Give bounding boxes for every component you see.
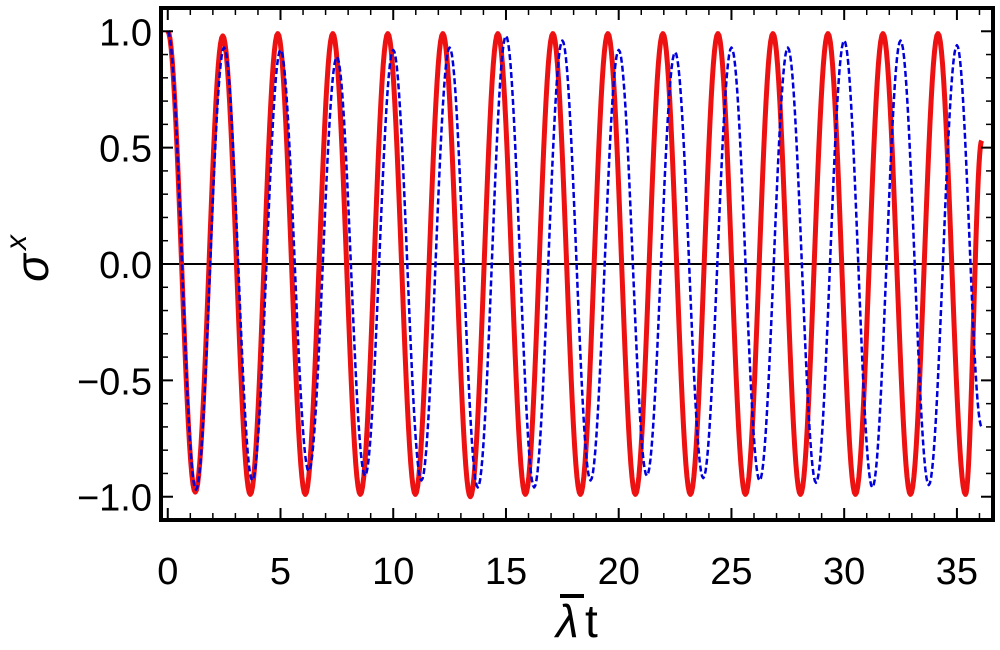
y-tick-label: 0.5 [99, 129, 152, 171]
x-axis-label-symbol: λ [553, 595, 579, 647]
x-tick-label: 10 [372, 551, 414, 593]
tick-label-layer: 0 5 10 15 20 25 30 35 −1.0 −0.5 0.0 0.5 1.0 [77, 12, 978, 593]
x-tick-label: 25 [710, 551, 752, 593]
x-tick-label: 20 [598, 551, 640, 593]
y-tick-label: −0.5 [77, 361, 152, 403]
x-tick-label: 0 [157, 551, 178, 593]
x-axis-label: λ t [553, 594, 598, 647]
x-tick-label: 30 [823, 551, 865, 593]
series-line-2 [166, 30, 983, 491]
y-tick-label: 0.0 [99, 245, 152, 287]
y-axis-label-superscript: x [0, 234, 33, 252]
x-tick-label: 5 [270, 551, 291, 593]
y-tick-label: 1.0 [99, 12, 152, 54]
x-tick-label: 35 [936, 551, 978, 593]
x-axis-label-text: t [585, 595, 598, 647]
series-line-1 [165, 30, 985, 500]
x-tick-label: 15 [485, 551, 527, 593]
plot-frame [159, 6, 995, 522]
y-axis-label: σ x [0, 234, 58, 282]
y-axis-label-symbol: σ [6, 252, 58, 282]
y-tick-label: −1.0 [77, 478, 152, 520]
series-layer [165, 30, 985, 500]
